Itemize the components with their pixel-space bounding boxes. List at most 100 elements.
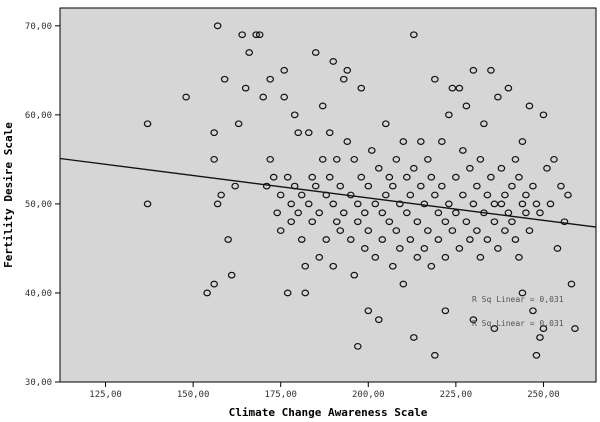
data-point xyxy=(382,191,390,199)
data-point xyxy=(315,253,324,261)
data-point xyxy=(455,245,464,252)
data-point xyxy=(406,191,415,199)
data-point xyxy=(343,66,352,74)
data-point xyxy=(469,66,478,74)
y-axis: 30,00 40,00 50,00 60,00 70,00 xyxy=(25,22,60,388)
data-point xyxy=(399,138,408,145)
data-point xyxy=(473,182,481,190)
data-point xyxy=(266,155,274,163)
data-point xyxy=(536,209,544,217)
data-point xyxy=(483,191,492,199)
data-point xyxy=(389,182,397,190)
data-point xyxy=(353,218,362,226)
data-point xyxy=(332,218,341,226)
data-point xyxy=(413,253,422,261)
data-point xyxy=(434,236,443,243)
data-point xyxy=(476,253,485,261)
data-point xyxy=(438,138,446,145)
data-point xyxy=(546,200,555,208)
data-point xyxy=(311,49,320,56)
data-point xyxy=(420,245,429,252)
data-point xyxy=(455,84,464,92)
data-point xyxy=(385,173,394,181)
data-point xyxy=(452,173,460,181)
data-point xyxy=(441,307,450,315)
data-point xyxy=(210,129,218,137)
data-point xyxy=(532,200,541,208)
data-point xyxy=(374,316,383,324)
data-point xyxy=(360,245,369,252)
data-point xyxy=(385,218,394,226)
data-point xyxy=(283,173,292,181)
data-point xyxy=(217,191,225,199)
data-point xyxy=(403,173,411,181)
data-point xyxy=(325,129,334,137)
data-point xyxy=(452,209,460,217)
data-points xyxy=(143,22,579,359)
fit-label: R Sq Linear = 0,031 xyxy=(472,295,564,304)
data-point xyxy=(459,147,467,154)
data-point xyxy=(466,236,474,243)
data-point xyxy=(259,93,267,101)
data-point xyxy=(462,218,471,226)
data-point xyxy=(231,182,239,190)
data-point xyxy=(322,236,331,243)
data-point xyxy=(518,200,527,208)
data-point xyxy=(203,289,211,297)
data-point xyxy=(371,200,380,208)
data-point xyxy=(360,209,369,217)
data-point xyxy=(382,120,390,128)
data-point xyxy=(297,236,306,243)
x-tick-label: 225,00 xyxy=(440,390,473,400)
data-point xyxy=(417,138,425,145)
data-point xyxy=(280,93,289,101)
data-point xyxy=(564,191,572,199)
data-point xyxy=(529,182,537,190)
data-point xyxy=(332,155,341,163)
data-point xyxy=(287,218,296,226)
data-point xyxy=(441,218,450,226)
data-point xyxy=(494,93,502,101)
data-point xyxy=(550,155,558,163)
data-point xyxy=(346,236,355,243)
plot-area xyxy=(59,7,597,383)
data-point xyxy=(210,155,218,163)
data-point xyxy=(459,191,467,199)
y-tick-label: 30,00 xyxy=(25,378,52,388)
data-point xyxy=(508,182,516,190)
data-point xyxy=(487,66,495,74)
data-point xyxy=(410,31,418,39)
data-point xyxy=(466,164,474,172)
data-point xyxy=(445,111,453,119)
data-point xyxy=(473,227,481,235)
data-point xyxy=(469,316,478,324)
data-point xyxy=(490,325,499,332)
data-point xyxy=(329,58,338,65)
data-point xyxy=(210,280,218,288)
data-point xyxy=(560,218,569,226)
data-point xyxy=(427,173,436,181)
data-point xyxy=(343,138,352,145)
data-point xyxy=(294,209,303,217)
data-point xyxy=(448,227,457,235)
data-point xyxy=(518,138,527,145)
data-point xyxy=(413,218,422,226)
data-point xyxy=(462,102,471,110)
data-point xyxy=(227,271,236,279)
data-point xyxy=(364,182,373,190)
data-point xyxy=(182,93,190,101)
data-point xyxy=(399,280,408,288)
data-point xyxy=(297,191,306,199)
data-point xyxy=(515,173,523,181)
x-axis: 125,00 150,00 175,00 200,00 225,00 250,00 xyxy=(89,382,560,400)
data-point xyxy=(273,209,282,217)
data-point xyxy=(374,164,383,172)
data-point xyxy=(525,227,534,235)
data-point xyxy=(315,209,324,217)
data-point xyxy=(497,164,506,172)
data-point xyxy=(311,182,320,190)
data-point xyxy=(539,111,548,119)
data-point xyxy=(143,120,152,128)
data-point xyxy=(262,182,271,190)
data-point xyxy=(522,191,530,199)
